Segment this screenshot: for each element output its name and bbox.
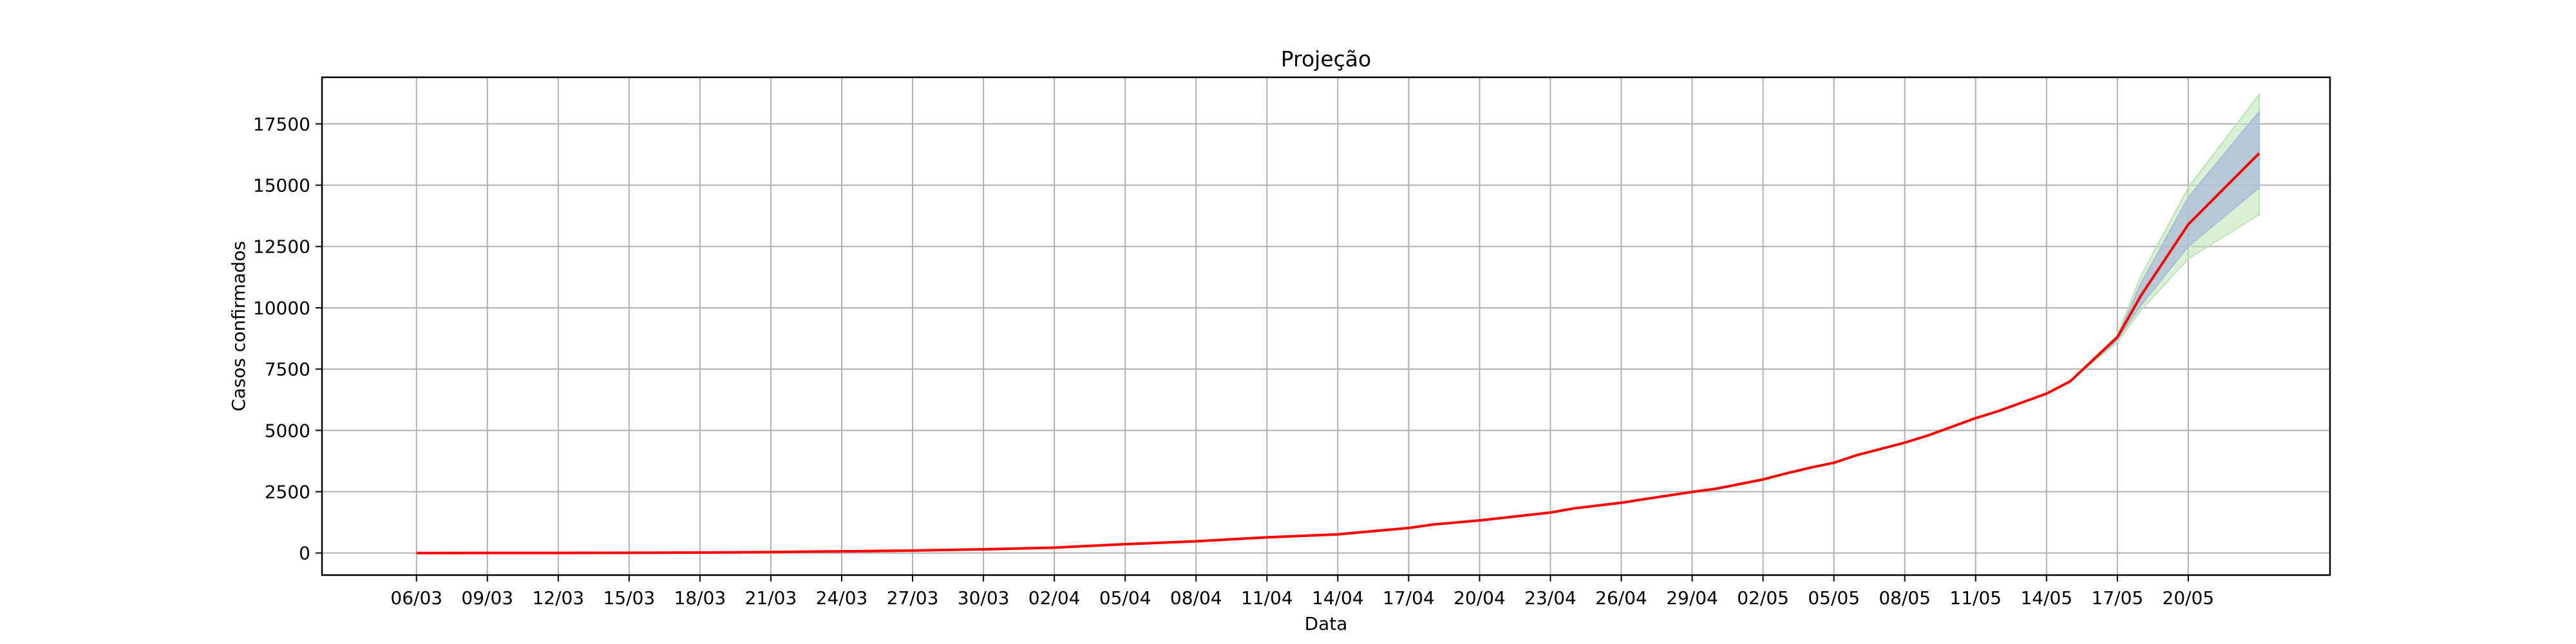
- x-tick-label: 12/03: [532, 587, 584, 609]
- x-axis-ticks: 06/03 09/03 12/03 15/03 18/03 21/03 24/03 27/03…: [390, 575, 2214, 609]
- series-lines: [416, 152, 2260, 554]
- x-tick-label: 18/03: [674, 587, 726, 609]
- confidence-bands: [2069, 92, 2260, 382]
- y-tick-label: 5000: [265, 420, 310, 441]
- x-tick-label: 17/04: [1383, 587, 1435, 609]
- x-tick-label: 24/03: [816, 587, 868, 609]
- x-tick-label: 26/04: [1595, 587, 1647, 609]
- x-tick-label: 02/05: [1737, 587, 1789, 609]
- x-tick-label: 05/04: [1099, 587, 1151, 609]
- x-tick-label: 11/05: [1949, 587, 2002, 609]
- y-axis-ticks: 0 2500 5000 7500 10000 12500 15000 17500: [253, 113, 322, 564]
- y-tick-label: 17500: [253, 113, 310, 135]
- confirmed-cases-line: [416, 152, 2260, 554]
- x-axis-label: Data: [1305, 613, 1348, 634]
- y-tick-label: 15000: [253, 175, 310, 196]
- x-tick-label: 27/03: [887, 587, 939, 609]
- x-tick-label: 09/03: [461, 587, 513, 609]
- x-tick-label: 20/04: [1454, 587, 1506, 609]
- grid-lines: [322, 77, 2330, 575]
- x-tick-label: 14/04: [1312, 587, 1364, 609]
- x-tick-label: 23/04: [1524, 587, 1577, 609]
- y-tick-label: 2500: [265, 482, 310, 503]
- x-tick-label: 06/03: [390, 587, 442, 609]
- x-tick-label: 08/04: [1170, 587, 1222, 609]
- x-tick-label: 11/04: [1241, 587, 1293, 609]
- x-tick-label: 20/05: [2163, 587, 2215, 609]
- x-tick-label: 05/05: [1808, 587, 1860, 609]
- y-axis-label: Casos confirmados: [228, 241, 249, 412]
- y-tick-label: 12500: [253, 236, 310, 258]
- y-tick-label: 7500: [265, 359, 310, 380]
- inner-confidence-band: [2069, 109, 2260, 382]
- x-tick-label: 02/04: [1028, 587, 1081, 609]
- x-tick-label: 21/03: [745, 587, 797, 609]
- x-tick-label: 14/05: [2020, 587, 2072, 609]
- x-tick-label: 15/03: [603, 587, 656, 609]
- x-tick-label: 29/04: [1666, 587, 1718, 609]
- x-tick-label: 30/03: [958, 587, 1010, 609]
- outer-confidence-band: [2069, 92, 2260, 382]
- chart-title: Projeção: [1281, 46, 1371, 71]
- y-tick-label: 0: [299, 543, 310, 564]
- x-tick-label: 08/05: [1879, 587, 1931, 609]
- plot-frame: [321, 76, 2331, 576]
- y-tick-label: 10000: [253, 298, 310, 319]
- x-tick-label: 17/05: [2092, 587, 2144, 609]
